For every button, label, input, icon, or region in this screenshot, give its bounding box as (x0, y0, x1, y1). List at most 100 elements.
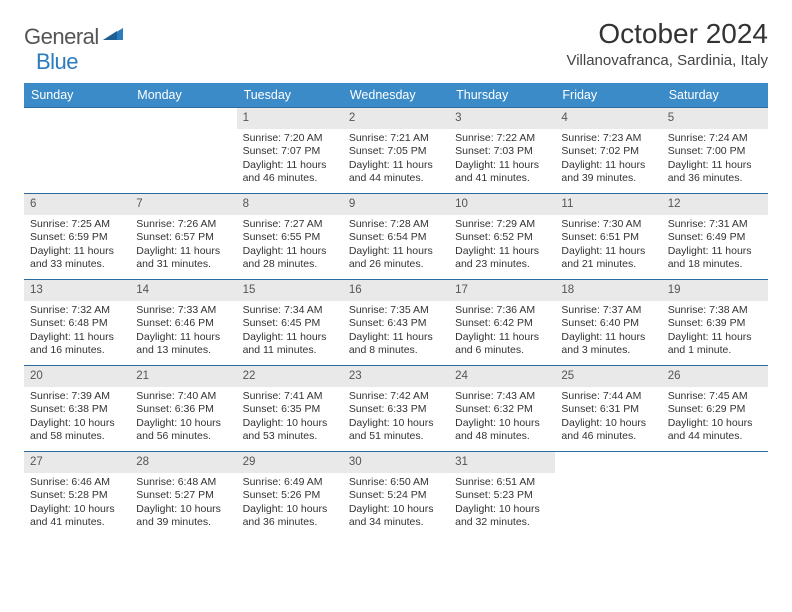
sunrise-text: Sunrise: 7:27 AM (243, 218, 337, 231)
calendar-week-row: ....1Sunrise: 7:20 AMSunset: 7:07 PMDayl… (24, 108, 768, 194)
daylight-text: Daylight: 10 hours and 56 minutes. (136, 417, 230, 444)
sunrise-text: Sunrise: 7:32 AM (30, 304, 124, 317)
day-number: 25 (555, 366, 661, 387)
day-number: 6 (24, 194, 130, 215)
day-number: 2 (343, 108, 449, 129)
daylight-text: Daylight: 10 hours and 44 minutes. (668, 417, 762, 444)
daylight-text: Daylight: 11 hours and 11 minutes. (243, 331, 337, 358)
day-details: Sunrise: 6:46 AMSunset: 5:28 PMDaylight:… (24, 473, 130, 536)
day-details: Sunrise: 7:33 AMSunset: 6:46 PMDaylight:… (130, 301, 236, 364)
sunset-text: Sunset: 6:29 PM (668, 403, 762, 416)
day-details: Sunrise: 7:35 AMSunset: 6:43 PMDaylight:… (343, 301, 449, 364)
calendar-cell: 26Sunrise: 7:45 AMSunset: 6:29 PMDayligh… (662, 366, 768, 452)
sunrise-text: Sunrise: 7:38 AM (668, 304, 762, 317)
calendar-cell: .. (555, 452, 661, 538)
sunset-text: Sunset: 6:39 PM (668, 317, 762, 330)
month-title: October 2024 (566, 18, 768, 50)
sunrise-text: Sunrise: 7:21 AM (349, 132, 443, 145)
day-number: 17 (449, 280, 555, 301)
day-details: Sunrise: 7:29 AMSunset: 6:52 PMDaylight:… (449, 215, 555, 278)
sunrise-text: Sunrise: 6:51 AM (455, 476, 549, 489)
sunset-text: Sunset: 6:48 PM (30, 317, 124, 330)
day-number: 12 (662, 194, 768, 215)
calendar-cell: 15Sunrise: 7:34 AMSunset: 6:45 PMDayligh… (237, 280, 343, 366)
daylight-text: Daylight: 11 hours and 16 minutes. (30, 331, 124, 358)
calendar-cell: .. (130, 108, 236, 194)
title-block: October 2024 Villanovafranca, Sardinia, … (566, 18, 768, 69)
sunrise-text: Sunrise: 7:20 AM (243, 132, 337, 145)
daylight-text: Daylight: 10 hours and 51 minutes. (349, 417, 443, 444)
day-number: 8 (237, 194, 343, 215)
sunset-text: Sunset: 6:59 PM (30, 231, 124, 244)
day-number: 3 (449, 108, 555, 129)
day-number: 27 (24, 452, 130, 473)
calendar-cell: 3Sunrise: 7:22 AMSunset: 7:03 PMDaylight… (449, 108, 555, 194)
calendar-cell: 13Sunrise: 7:32 AMSunset: 6:48 PMDayligh… (24, 280, 130, 366)
sunset-text: Sunset: 6:38 PM (30, 403, 124, 416)
daylight-text: Daylight: 11 hours and 23 minutes. (455, 245, 549, 272)
calendar-body: ....1Sunrise: 7:20 AMSunset: 7:07 PMDayl… (24, 108, 768, 538)
calendar-cell: 12Sunrise: 7:31 AMSunset: 6:49 PMDayligh… (662, 194, 768, 280)
day-header: Wednesday (343, 83, 449, 108)
sunrise-text: Sunrise: 6:48 AM (136, 476, 230, 489)
sunset-text: Sunset: 5:24 PM (349, 489, 443, 502)
daylight-text: Daylight: 11 hours and 26 minutes. (349, 245, 443, 272)
day-details: Sunrise: 7:30 AMSunset: 6:51 PMDaylight:… (555, 215, 661, 278)
sunset-text: Sunset: 6:36 PM (136, 403, 230, 416)
sunrise-text: Sunrise: 7:45 AM (668, 390, 762, 403)
calendar-table: Sunday Monday Tuesday Wednesday Thursday… (24, 83, 768, 538)
sunset-text: Sunset: 7:07 PM (243, 145, 337, 158)
sunset-text: Sunset: 6:40 PM (561, 317, 655, 330)
sunrise-text: Sunrise: 6:46 AM (30, 476, 124, 489)
day-details: Sunrise: 7:31 AMSunset: 6:49 PMDaylight:… (662, 215, 768, 278)
sunrise-text: Sunrise: 7:41 AM (243, 390, 337, 403)
sunrise-text: Sunrise: 6:50 AM (349, 476, 443, 489)
sunset-text: Sunset: 6:43 PM (349, 317, 443, 330)
sunrise-text: Sunrise: 7:35 AM (349, 304, 443, 317)
daylight-text: Daylight: 11 hours and 41 minutes. (455, 159, 549, 186)
calendar-cell: 2Sunrise: 7:21 AMSunset: 7:05 PMDaylight… (343, 108, 449, 194)
sunrise-text: Sunrise: 7:30 AM (561, 218, 655, 231)
sunrise-text: Sunrise: 7:44 AM (561, 390, 655, 403)
day-number: 16 (343, 280, 449, 301)
day-header: Tuesday (237, 83, 343, 108)
day-details: Sunrise: 7:21 AMSunset: 7:05 PMDaylight:… (343, 129, 449, 192)
daylight-text: Daylight: 11 hours and 31 minutes. (136, 245, 230, 272)
calendar-cell: 22Sunrise: 7:41 AMSunset: 6:35 PMDayligh… (237, 366, 343, 452)
calendar-cell: 16Sunrise: 7:35 AMSunset: 6:43 PMDayligh… (343, 280, 449, 366)
calendar-cell: 14Sunrise: 7:33 AMSunset: 6:46 PMDayligh… (130, 280, 236, 366)
calendar-cell: .. (662, 452, 768, 538)
day-details: Sunrise: 7:27 AMSunset: 6:55 PMDaylight:… (237, 215, 343, 278)
sunrise-text: Sunrise: 7:43 AM (455, 390, 549, 403)
daylight-text: Daylight: 11 hours and 18 minutes. (668, 245, 762, 272)
day-number: 1 (237, 108, 343, 129)
day-number: 28 (130, 452, 236, 473)
day-details: Sunrise: 7:20 AMSunset: 7:07 PMDaylight:… (237, 129, 343, 192)
calendar-cell: 9Sunrise: 7:28 AMSunset: 6:54 PMDaylight… (343, 194, 449, 280)
logo: General (24, 24, 125, 50)
sunset-text: Sunset: 6:51 PM (561, 231, 655, 244)
day-number: 26 (662, 366, 768, 387)
day-number: 24 (449, 366, 555, 387)
calendar-cell: 24Sunrise: 7:43 AMSunset: 6:32 PMDayligh… (449, 366, 555, 452)
daylight-text: Daylight: 11 hours and 21 minutes. (561, 245, 655, 272)
daylight-text: Daylight: 11 hours and 28 minutes. (243, 245, 337, 272)
daylight-text: Daylight: 11 hours and 36 minutes. (668, 159, 762, 186)
day-details: Sunrise: 7:39 AMSunset: 6:38 PMDaylight:… (24, 387, 130, 450)
sunrise-text: Sunrise: 7:34 AM (243, 304, 337, 317)
sunrise-text: Sunrise: 7:31 AM (668, 218, 762, 231)
daylight-text: Daylight: 10 hours and 46 minutes. (561, 417, 655, 444)
day-details: Sunrise: 7:45 AMSunset: 6:29 PMDaylight:… (662, 387, 768, 450)
day-details: Sunrise: 6:48 AMSunset: 5:27 PMDaylight:… (130, 473, 236, 536)
day-number: 30 (343, 452, 449, 473)
day-header: Monday (130, 83, 236, 108)
daylight-text: Daylight: 10 hours and 53 minutes. (243, 417, 337, 444)
sunrise-text: Sunrise: 7:29 AM (455, 218, 549, 231)
calendar-cell: 25Sunrise: 7:44 AMSunset: 6:31 PMDayligh… (555, 366, 661, 452)
day-details: Sunrise: 7:32 AMSunset: 6:48 PMDaylight:… (24, 301, 130, 364)
daylight-text: Daylight: 10 hours and 41 minutes. (30, 503, 124, 530)
day-details: Sunrise: 6:50 AMSunset: 5:24 PMDaylight:… (343, 473, 449, 536)
daylight-text: Daylight: 10 hours and 58 minutes. (30, 417, 124, 444)
calendar-cell: 27Sunrise: 6:46 AMSunset: 5:28 PMDayligh… (24, 452, 130, 538)
day-details: Sunrise: 7:42 AMSunset: 6:33 PMDaylight:… (343, 387, 449, 450)
